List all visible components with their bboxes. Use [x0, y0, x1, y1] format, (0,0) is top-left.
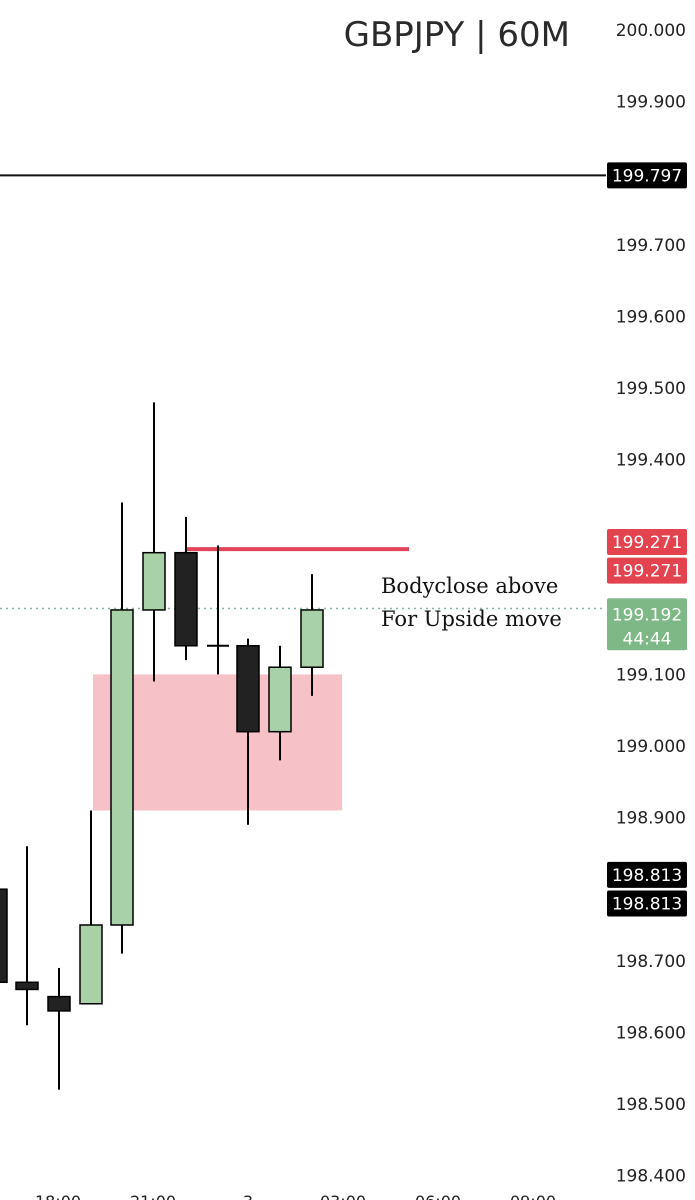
candles-layer: [0, 402, 324, 1090]
time-tick-label: 03:00: [320, 1192, 366, 1200]
price-tick-label: 198.700: [616, 952, 686, 972]
price-tick-label: 198.400: [616, 1167, 686, 1187]
candle-body-4: [142, 551, 166, 611]
time-tick-label: 3: [243, 1192, 253, 1200]
annotation-line-1: Bodyclose above: [381, 574, 558, 598]
price-badge-4: [607, 861, 687, 888]
demand-zone: [93, 674, 342, 811]
price-tick-label: 199.500: [616, 379, 686, 399]
candle-body-7: [236, 645, 260, 733]
time-axis: 18:00 21:00 3 03:00 06:00 09:00: [35, 1192, 556, 1200]
candle-body-1: [47, 995, 71, 1012]
price-badge-1: [607, 528, 687, 555]
price-tick-label: 198.600: [616, 1023, 686, 1043]
price-axis: 200.000 199.900 199.700 199.600 199.500 199.4…: [616, 21, 686, 1187]
candle-body-5: [174, 551, 198, 647]
time-tick-label: 06:00: [415, 1192, 461, 1200]
price-tick-label: 200.000: [616, 21, 686, 41]
candle-body-3: [110, 609, 134, 926]
price-badge-label: 199.271: [612, 562, 682, 582]
price-tick-label: 199.600: [616, 307, 686, 327]
candle-body-8: [268, 666, 292, 733]
price-tick-label: 199.900: [616, 93, 686, 113]
price-tick-label: 199.100: [616, 665, 686, 685]
price-badge-label: 199.271: [612, 533, 682, 553]
price-badge-5: [607, 890, 687, 917]
price-badge-label: 198.813: [612, 866, 682, 886]
price-badges-layer: 199.797 199.271 199.271 199.192 44:44 198.813…: [607, 162, 687, 917]
price-badge-label: 199.192: [612, 605, 682, 625]
demand-zone-layer: [93, 674, 342, 811]
price-badge-3: [607, 598, 687, 651]
candle-partial: [0, 888, 8, 984]
candle-body-9: [300, 609, 324, 668]
annotation-line-2: For Upside move: [381, 607, 562, 631]
horizontal-lines-layer: [0, 174, 606, 610]
price-tick-label: 198.500: [616, 1095, 686, 1115]
time-tick-label: 21:00: [130, 1192, 176, 1200]
price-tick-label: 199.400: [616, 451, 686, 471]
time-tick-label: 09:00: [510, 1192, 556, 1200]
price-tick-label: 199.000: [616, 737, 686, 757]
countdown-label: 44:44: [623, 629, 672, 649]
candle-body-0: [15, 981, 39, 991]
candle-body-2: [79, 924, 103, 1005]
chart-title: GBPJPY | 60M: [344, 15, 570, 55]
price-badge-2: [607, 557, 687, 584]
time-tick-label: 18:00: [35, 1192, 81, 1200]
price-badge-0: [607, 162, 687, 189]
price-badge-label: 198.813: [612, 895, 682, 915]
price-tick-label: 199.700: [616, 236, 686, 256]
price-tick-label: 198.900: [616, 809, 686, 829]
price-badge-label: 199.797: [612, 166, 682, 186]
